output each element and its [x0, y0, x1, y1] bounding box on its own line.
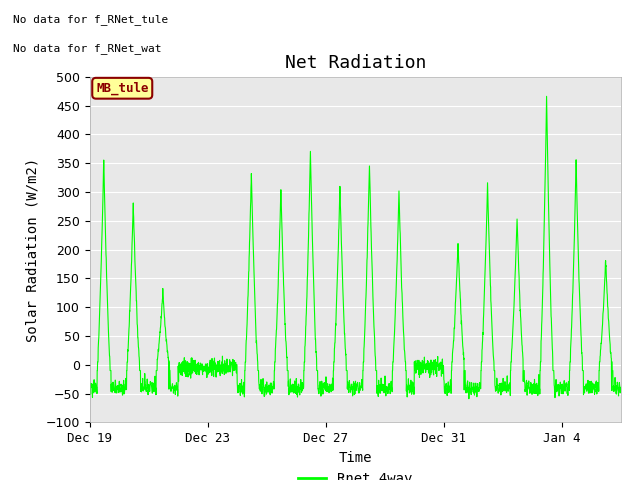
Text: MB_tule: MB_tule	[96, 82, 148, 95]
X-axis label: Time: Time	[339, 451, 372, 465]
Legend: Rnet_4way: Rnet_4way	[292, 466, 418, 480]
Y-axis label: Solar Radiation (W/m2): Solar Radiation (W/m2)	[26, 157, 40, 342]
Text: No data for f_RNet_wat: No data for f_RNet_wat	[13, 43, 161, 54]
Title: Net Radiation: Net Radiation	[285, 54, 426, 72]
Text: No data for f_RNet_tule: No data for f_RNet_tule	[13, 14, 168, 25]
